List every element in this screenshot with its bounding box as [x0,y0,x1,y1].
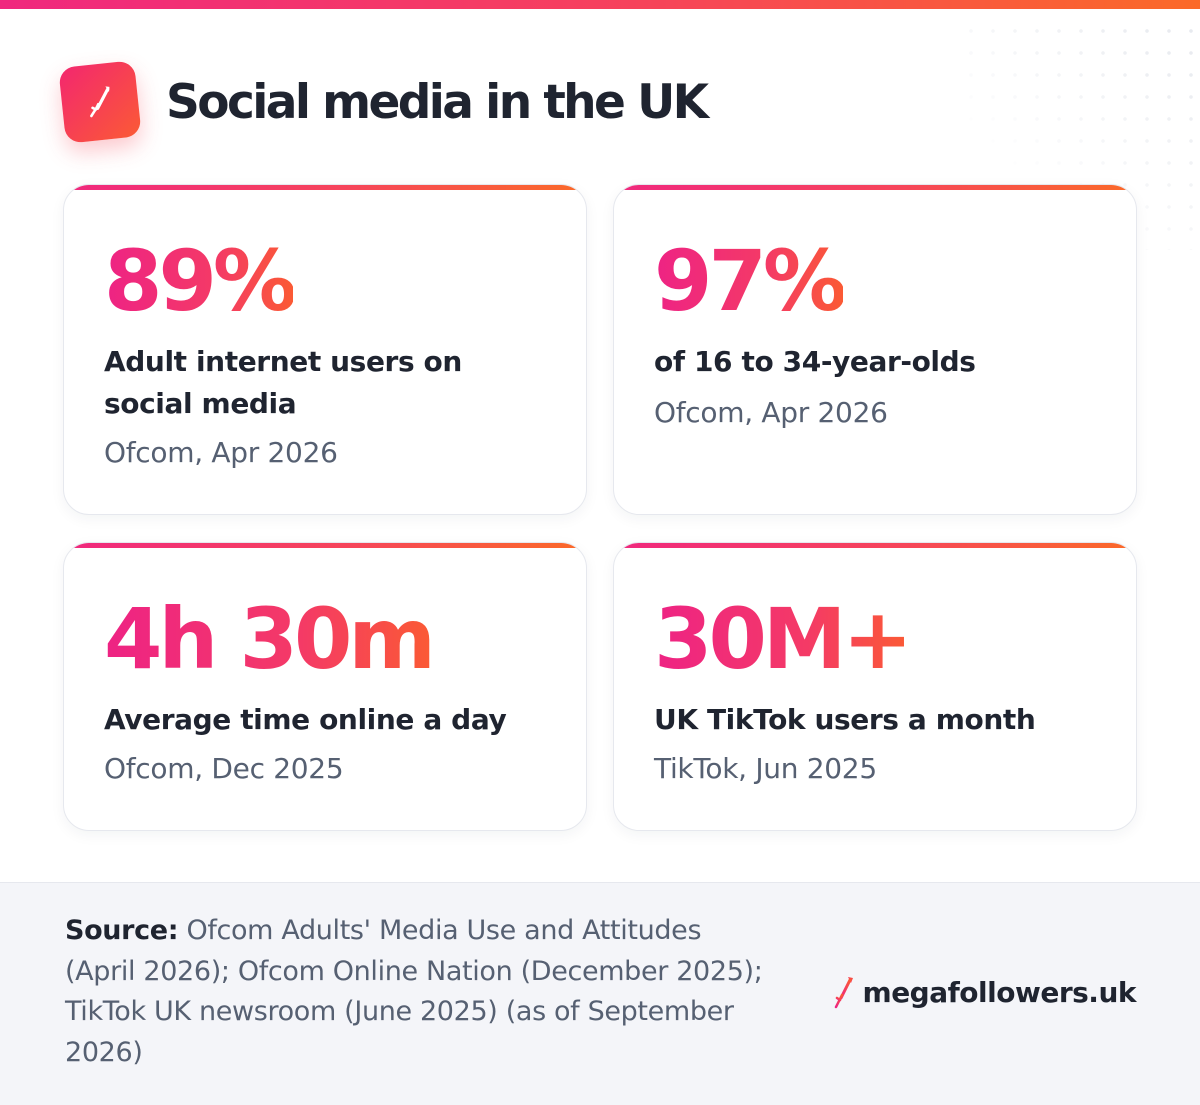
stat-source: Ofcom, Apr 2026 [104,436,338,469]
stat-label: of 16 to 34-year-olds [654,345,976,378]
logo-badge [58,60,142,144]
stat-card-time-online: 4h 30m Average time online a day Ofcom, … [63,542,587,831]
page-title: Social media in the UK [166,74,709,130]
stat-source: Ofcom, Dec 2025 [104,752,344,785]
stat-value: 30M+ [654,590,913,688]
stat-value: 97% [654,232,847,330]
source-note: Source: Ofcom Adults' Media Use and Atti… [65,911,765,1073]
stat-source: Ofcom, Apr 2026 [654,396,888,429]
stat-card-adult-users: 89% Adult internet users on social media… [63,184,587,515]
rocket-arrow-icon [834,977,853,1009]
stat-value: 89% [104,232,297,330]
top-accent-bar [0,0,1200,9]
stat-card-tiktok-users: 30M+ UK TikTok users a month TikTok, Jun… [613,542,1137,831]
stat-label: UK TikTok users a month [654,703,1036,736]
stat-card-young-adults: 97% of 16 to 34-year-olds Ofcom, Apr 202… [613,184,1137,515]
rocket-arrow-icon [90,86,110,118]
source-text: Ofcom Adults' Media Use and Attitudes (A… [65,915,763,1068]
source-label: Source: [65,915,179,946]
brand: megafollowers.uk [833,975,1137,1009]
stat-source: TikTok, Jun 2025 [654,752,877,785]
brand-name: megafollowers.uk [862,975,1137,1009]
stat-label: Average time online a day [104,703,507,736]
footer: Source: Ofcom Adults' Media Use and Atti… [0,882,1200,1105]
stat-label: Adult internet users on social media [104,345,462,420]
page-header: Social media in the UK [58,60,709,144]
stat-value: 4h 30m [104,590,436,688]
